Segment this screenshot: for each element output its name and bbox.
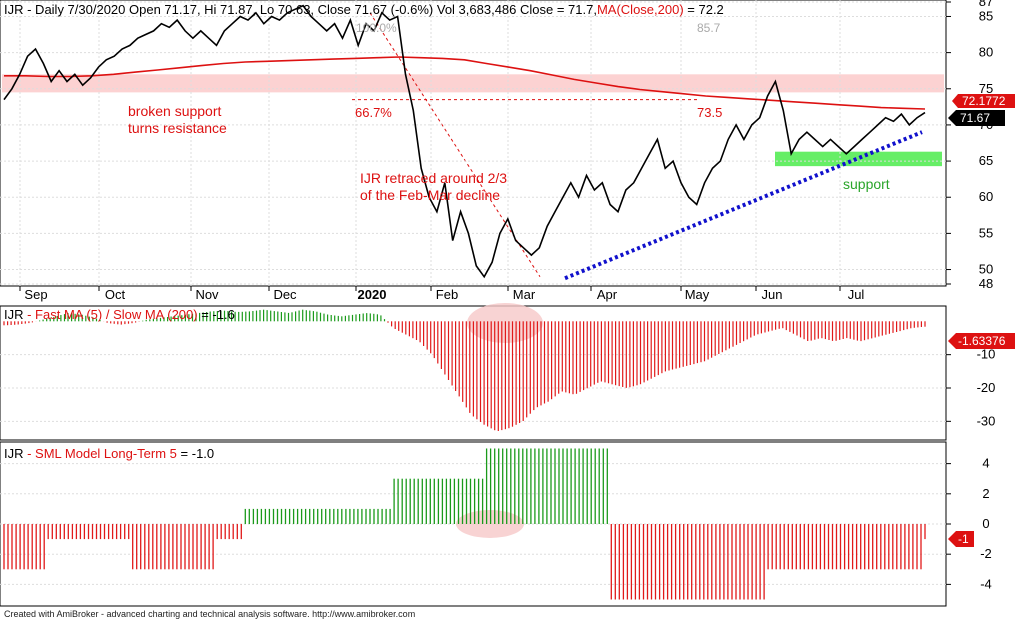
price-panel-frame (0, 0, 947, 287)
x-tick-label: Jun (762, 287, 783, 302)
model-header-symbol: IJR (4, 446, 24, 461)
annotation-broken-support: broken support (128, 103, 222, 119)
price-tick-label: 55 (979, 225, 993, 240)
ratio-header-symbol: IJR (4, 307, 24, 322)
x-tick-label: Dec (273, 287, 297, 302)
x-tick-label: May (685, 287, 710, 302)
ratio-header-label: - Fast MA (5) / Slow MA (200) (24, 307, 198, 322)
price-header-symbol: IJR (4, 2, 24, 17)
close-value-label: 71.67 (960, 111, 990, 125)
model-tick-label: 0 (982, 516, 989, 531)
axes-layer: 87858075706560555048SepOctNovDec2020FebM… (19, 0, 996, 591)
price-header-info: - Daily 7/30/2020 Open 71.17, Hi 71.87, … (24, 2, 597, 17)
price-tick-label: 80 (979, 45, 993, 60)
price-line (3, 4, 926, 279)
price-tick-label: 65 (979, 153, 993, 168)
model-tick-label: 2 (982, 486, 989, 501)
x-tick-label: Jul (848, 287, 865, 302)
model-header-value: = -1.0 (177, 446, 214, 461)
price-header-ma-label: MA(Close,200) (597, 2, 684, 17)
ma200-value-label: 72.1772 (962, 94, 1006, 108)
annotation-retraced-1: IJR retraced around 2/3 (360, 170, 507, 186)
ma200-line (4, 56, 926, 110)
price-background-layer (2, 12, 944, 278)
ratio-header: IJR - Fast MA (5) / Slow MA (200) = -1.6 (4, 307, 235, 322)
annotation-retraced-2: of the Feb-Mar decline (360, 187, 500, 203)
resistance-zone (2, 74, 944, 93)
retrace-diagonal (369, 12, 541, 278)
model-value-label: -1 (958, 532, 969, 546)
annotation-fib-66: 66.7% (355, 105, 392, 120)
price-header: IJR - Daily 7/30/2020 Open 71.17, Hi 71.… (4, 2, 724, 17)
x-tick-label: 2020 (358, 287, 387, 302)
annotation-fib-73: 73.5 (697, 105, 722, 120)
support-zone (775, 151, 942, 167)
ratio-value-tag: -1.63376 (948, 333, 1015, 349)
annotation-fib-85: 85.7 (697, 21, 721, 35)
x-tick-label: Mar (513, 287, 536, 302)
uptrend-line (564, 130, 923, 281)
price-tick-label: 50 (979, 262, 993, 277)
price-tick-label: 75 (979, 81, 993, 96)
ratio-tick-label: -20 (977, 380, 996, 395)
annotation-turns-resistance: turns resistance (128, 120, 227, 136)
x-tick-label: Nov (195, 287, 219, 302)
annotation-fib-100: 100.0% (356, 21, 397, 35)
ratio-bars-layer (3, 303, 926, 431)
price-lines-layer (3, 4, 926, 281)
close-value-tag: 71.67 (948, 110, 1005, 126)
model-value-tag: -1 (948, 531, 974, 547)
price-tick-label: 48 (979, 276, 993, 291)
x-tick-label: Oct (105, 287, 126, 302)
model-tick-label: 4 (982, 456, 989, 471)
model-bars-layer (3, 448, 926, 600)
annotation-support: support (843, 176, 890, 192)
price-tick-label: 60 (979, 189, 993, 204)
price-grid (0, 0, 946, 286)
ratio-header-value: = -1.6 (198, 307, 235, 322)
price-tick-label: 85 (979, 8, 993, 23)
ratio-tick-label: -30 (977, 413, 996, 428)
model-header: IJR - SML Model Long-Term 5 = -1.0 (4, 446, 214, 461)
ratio-tick-label: -10 (977, 347, 996, 362)
x-tick-label: Apr (597, 287, 618, 302)
model-header-label: - SML Model Long-Term 5 (24, 446, 177, 461)
ratio-value-label: -1.63376 (958, 334, 1006, 348)
model-tick-label: -2 (980, 546, 992, 561)
price-tick-label: 87 (979, 0, 993, 9)
price-header-ma-value: = 72.2 (684, 2, 724, 17)
ma200-value-tag: 72.1772 (952, 94, 1015, 108)
footer-credit: Created with AmiBroker - advanced charti… (4, 609, 415, 619)
x-tick-label: Feb (436, 287, 458, 302)
x-tick-label: Sep (24, 287, 47, 302)
model-tick-label: -4 (980, 576, 992, 591)
